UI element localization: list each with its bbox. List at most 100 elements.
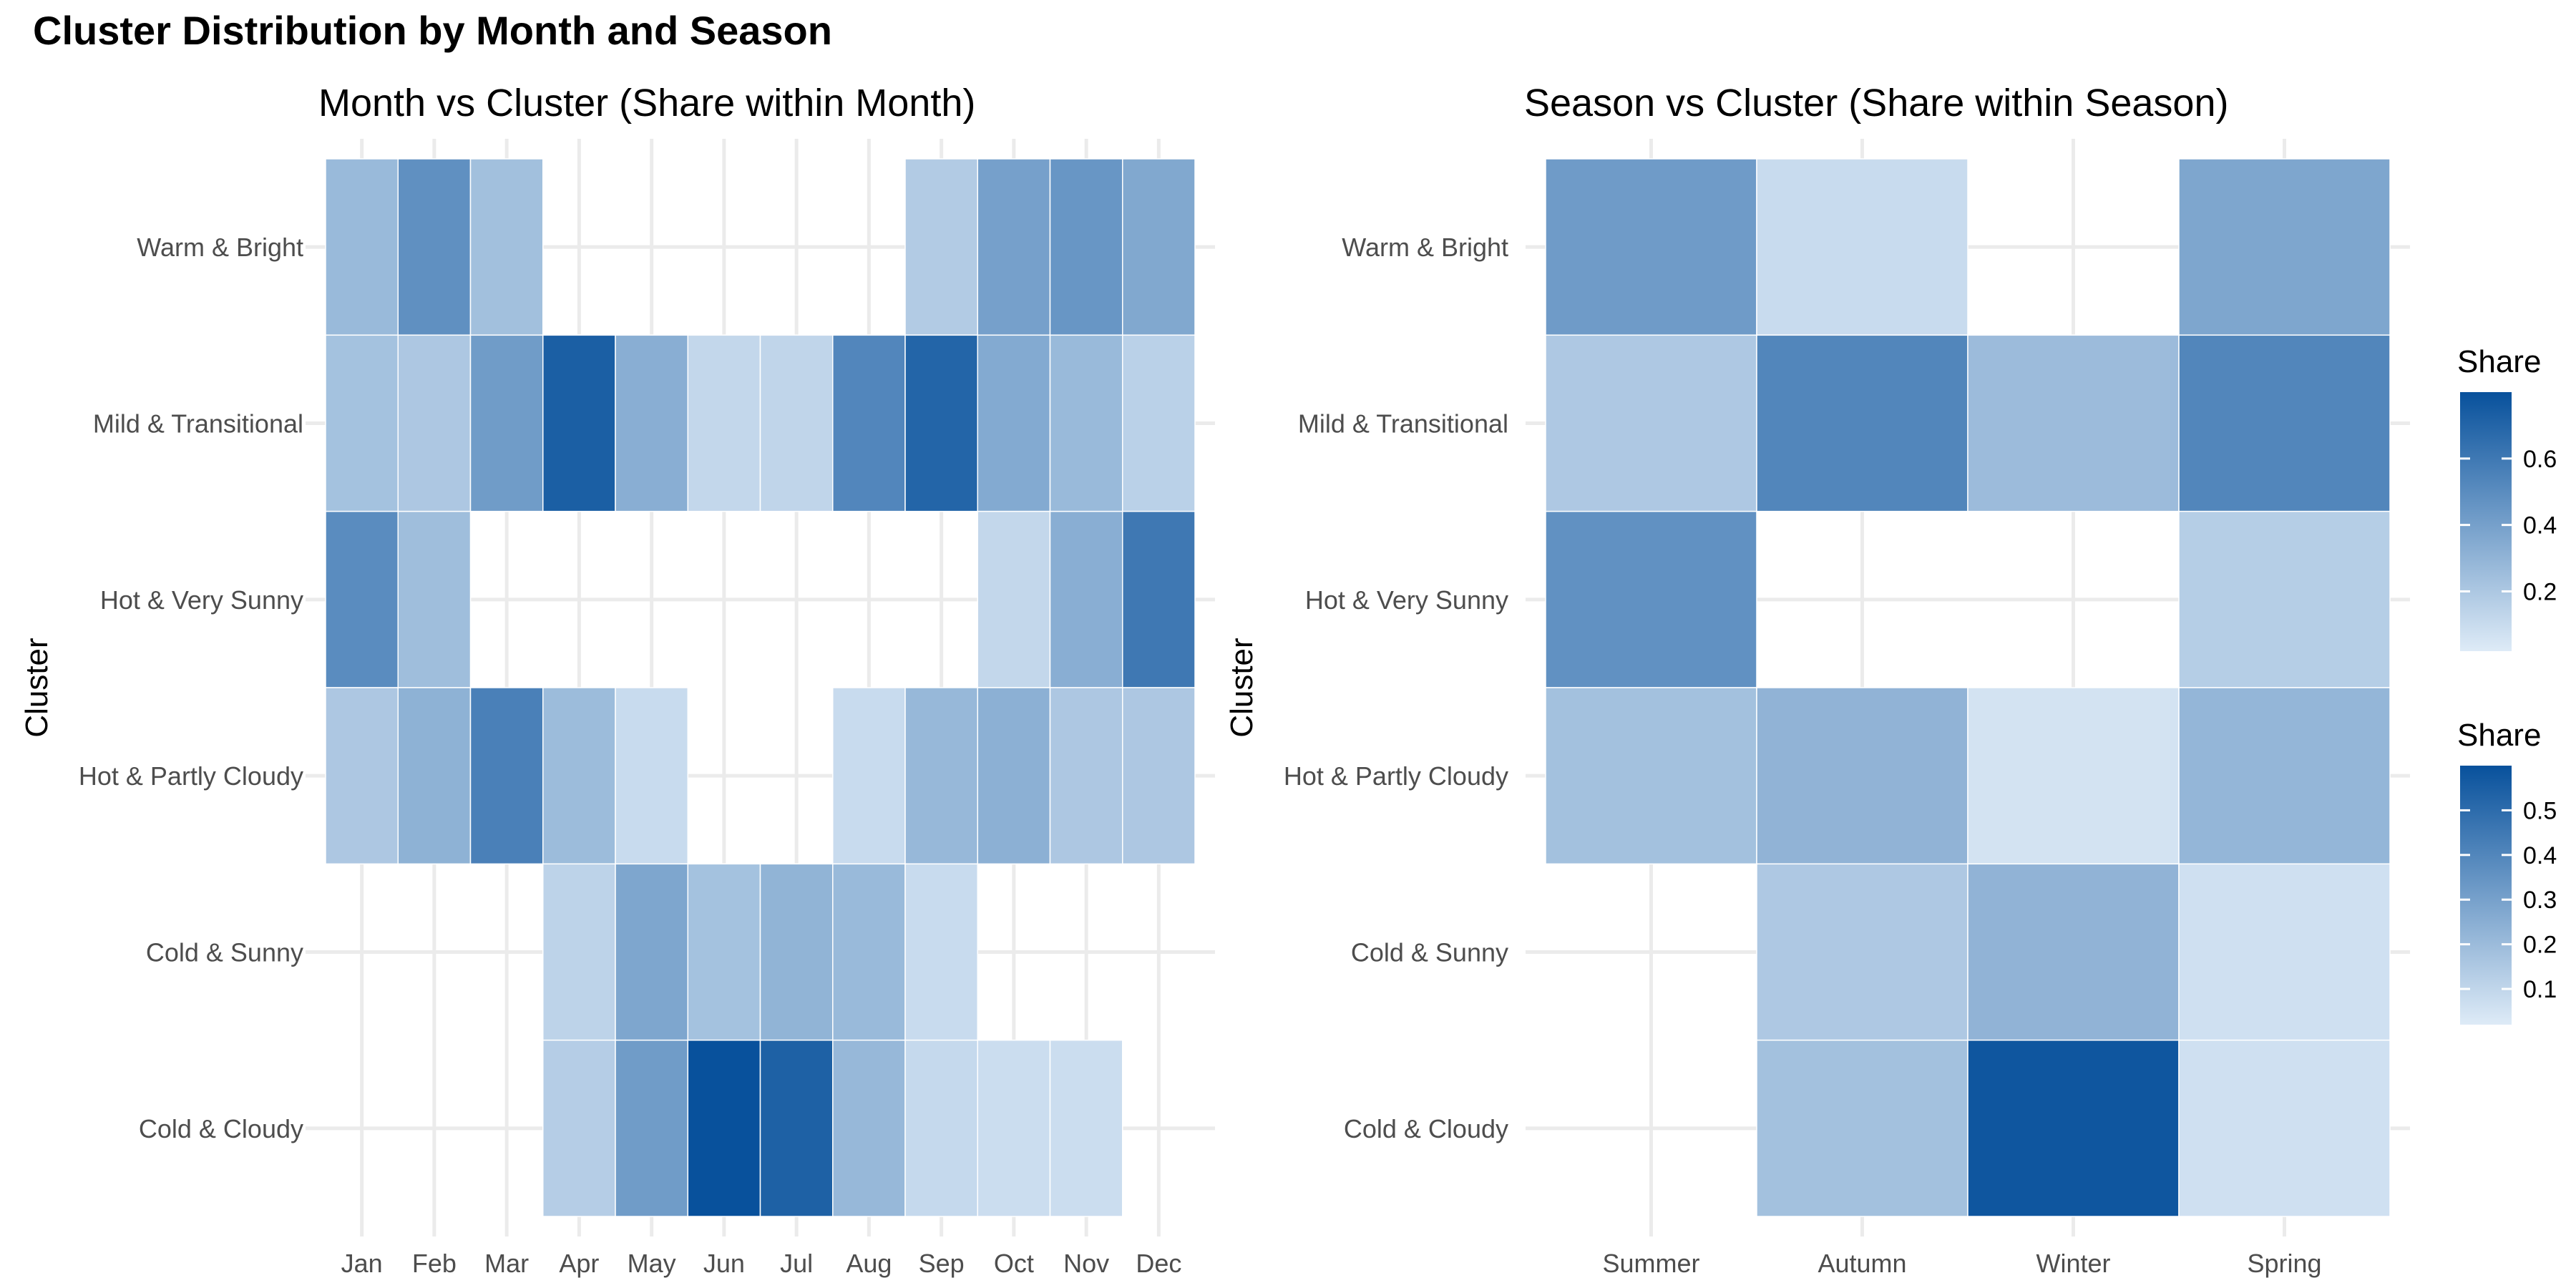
heatmap-cell-hot-and-partly-cloudy-oct	[977, 687, 1051, 865]
heatmap-cell-hot-and-partly-cloudy-sep	[904, 687, 978, 865]
legend-tick-label: 0.2	[2523, 578, 2557, 605]
x-tick-label-jun: Jun	[703, 1249, 745, 1278]
heatmap-cell-hot-and-very-sunny-oct	[977, 510, 1051, 688]
legend-tick-label: 0.4	[2523, 842, 2557, 869]
heatmap-cell-warm-and-bright-jan	[325, 158, 399, 336]
heatmap-cell-mild-and-transitional-winter	[1967, 334, 2180, 512]
heatmap-cell-cold-and-cloudy-may	[615, 1039, 688, 1217]
heatmap-cell-hot-and-partly-cloudy-spring	[2178, 687, 2391, 865]
y-tick-label-cold-and-sunny: Cold & Sunny	[1351, 938, 1508, 967]
legend-tick-label: 0.1	[2523, 976, 2557, 1003]
heatmap-cell-warm-and-bright-mar	[469, 158, 544, 336]
y-tick-label-hot-and-very-sunny: Hot & Very Sunny	[100, 585, 303, 615]
heatmap-cell-cold-and-sunny-jun	[687, 863, 761, 1041]
x-tick-label-dec: Dec	[1136, 1249, 1181, 1278]
heatmap-cell-hot-and-very-sunny-jan	[325, 510, 399, 688]
legend-share-1: Share 0.2 0.4 0.6	[2457, 344, 2557, 651]
y-tick-label-hot-and-partly-cloudy: Hot & Partly Cloudy	[1284, 761, 1508, 791]
x-tick-label-jul: Jul	[780, 1249, 813, 1278]
legend-area: Share 0.2 0.4 0.6 Share 0.1 0.2 0.3 0.4 0.5	[2457, 344, 2557, 1025]
heatmap-cell-warm-and-bright-summer	[1545, 158, 1757, 336]
y-tick-label-hot-and-very-sunny: Hot & Very Sunny	[1305, 585, 1508, 615]
heatmap-cell-hot-and-very-sunny-spring	[2178, 510, 2391, 688]
legend-tick-label: 0.3	[2523, 887, 2557, 914]
x-tick-label-feb: Feb	[412, 1249, 457, 1278]
y-tick-label-cold-and-cloudy: Cold & Cloudy	[1344, 1114, 1508, 1143]
heatmap-cell-warm-and-bright-sep	[904, 158, 978, 336]
legend-colorbar	[2460, 392, 2512, 651]
season-y-axis-label: Cluster	[1224, 638, 1259, 737]
heatmap-cell-hot-and-partly-cloudy-feb	[397, 687, 472, 865]
x-tick-label-apr: Apr	[559, 1249, 599, 1278]
heatmap-cell-mild-and-transitional-jul	[759, 334, 834, 512]
month-chart-title: Month vs Cluster (Share within Month)	[318, 82, 975, 125]
heatmap-cell-hot-and-partly-cloudy-jan	[325, 687, 399, 865]
heatmap-cell-hot-and-partly-cloudy-winter	[1967, 687, 2180, 865]
heatmap-cell-hot-and-partly-cloudy-mar	[469, 687, 544, 865]
heatmap-cell-warm-and-bright-nov	[1049, 158, 1123, 336]
heatmap-cell-mild-and-transitional-mar	[469, 334, 544, 512]
heatmap-cell-mild-and-transitional-sep	[904, 334, 978, 512]
page-title: Cluster Distribution by Month and Season	[33, 8, 832, 53]
heatmap-cell-warm-and-bright-feb	[397, 158, 472, 336]
heatmap-cell-cold-and-cloudy-nov	[1049, 1039, 1123, 1217]
heatmap-cell-hot-and-partly-cloudy-may	[615, 687, 688, 865]
x-tick-label-winter: Winter	[2036, 1249, 2110, 1278]
heatmap-cell-cold-and-sunny-spring	[2178, 863, 2391, 1041]
heatmap-cell-mild-and-transitional-aug	[832, 334, 906, 512]
x-tick-label-autumn: Autumn	[1818, 1249, 1906, 1278]
heatmap-cell-cold-and-cloudy-aug	[832, 1039, 906, 1217]
heatmap-cell-mild-and-transitional-dec	[1122, 334, 1196, 512]
heatmap-cell-cold-and-cloudy-apr	[542, 1039, 616, 1217]
x-tick-label-may: May	[628, 1249, 676, 1278]
heatmap-cell-hot-and-very-sunny-feb	[397, 510, 472, 688]
heatmap-cell-mild-and-transitional-autumn	[1756, 334, 1968, 512]
legend-tick-label: 0.2	[2523, 932, 2557, 959]
x-tick-label-summer: Summer	[1602, 1249, 1699, 1278]
heatmap-cell-hot-and-partly-cloudy-nov	[1049, 687, 1123, 865]
heatmap-cell-cold-and-cloudy-jun	[687, 1039, 761, 1217]
legend-tick-label: 0.6	[2523, 446, 2557, 473]
heatmap-cell-hot-and-partly-cloudy-aug	[832, 687, 906, 865]
heatmap-cell-cold-and-sunny-winter	[1967, 863, 2180, 1041]
heatmap-cell-mild-and-transitional-spring	[2178, 334, 2391, 512]
legend-title: Share	[2457, 718, 2541, 753]
month-heatmap-panel: Month vs Cluster (Share within Month) Clu…	[19, 82, 1215, 1278]
heatmap-cell-hot-and-partly-cloudy-apr	[542, 687, 616, 865]
heatmap-cell-cold-and-sunny-jul	[759, 863, 834, 1041]
y-tick-label-cold-and-cloudy: Cold & Cloudy	[139, 1114, 303, 1143]
heatmap-cell-cold-and-cloudy-sep	[904, 1039, 978, 1217]
heatmap-cell-cold-and-cloudy-winter	[1967, 1039, 2180, 1217]
x-tick-label-mar: Mar	[484, 1249, 529, 1278]
season-cells	[1545, 158, 2391, 1217]
heatmap-cell-cold-and-cloudy-autumn	[1756, 1039, 1968, 1217]
heatmap-cell-cold-and-cloudy-oct	[977, 1039, 1051, 1217]
heatmap-cell-cold-and-sunny-apr	[542, 863, 616, 1041]
y-tick-label-warm-and-bright: Warm & Bright	[1342, 233, 1508, 262]
heatmap-cell-hot-and-very-sunny-summer	[1545, 510, 1757, 688]
month-y-axis-label: Cluster	[19, 638, 54, 737]
legend-tick-label: 0.4	[2523, 512, 2557, 540]
x-tick-label-jan: Jan	[341, 1249, 383, 1278]
heatmap-cell-hot-and-partly-cloudy-autumn	[1756, 687, 1968, 865]
heatmap-cell-cold-and-sunny-autumn	[1756, 863, 1968, 1041]
x-tick-label-aug: Aug	[846, 1249, 892, 1278]
x-tick-label-nov: Nov	[1063, 1249, 1109, 1278]
y-tick-label-hot-and-partly-cloudy: Hot & Partly Cloudy	[79, 761, 303, 791]
heatmap-cell-mild-and-transitional-apr	[542, 334, 616, 512]
season-heatmap-panel: Season vs Cluster (Share within Season) C…	[1224, 82, 2410, 1278]
heatmap-cell-mild-and-transitional-summer	[1545, 334, 1757, 512]
heatmap-cell-warm-and-bright-autumn	[1756, 158, 1968, 336]
heatmap-cell-mild-and-transitional-jan	[325, 334, 399, 512]
x-tick-label-sep: Sep	[919, 1249, 965, 1278]
heatmap-cell-hot-and-partly-cloudy-summer	[1545, 687, 1757, 865]
x-tick-label-oct: Oct	[994, 1249, 1034, 1278]
y-tick-label-warm-and-bright: Warm & Bright	[137, 233, 303, 262]
heatmap-cell-mild-and-transitional-jun	[687, 334, 761, 512]
legend-colorbar	[2460, 766, 2512, 1025]
heatmap-cell-mild-and-transitional-may	[615, 334, 688, 512]
legend-tick-label: 0.5	[2523, 797, 2557, 824]
heatmap-cell-cold-and-sunny-aug	[832, 863, 906, 1041]
legend-share-2: Share 0.1 0.2 0.3 0.4 0.5	[2457, 718, 2557, 1025]
